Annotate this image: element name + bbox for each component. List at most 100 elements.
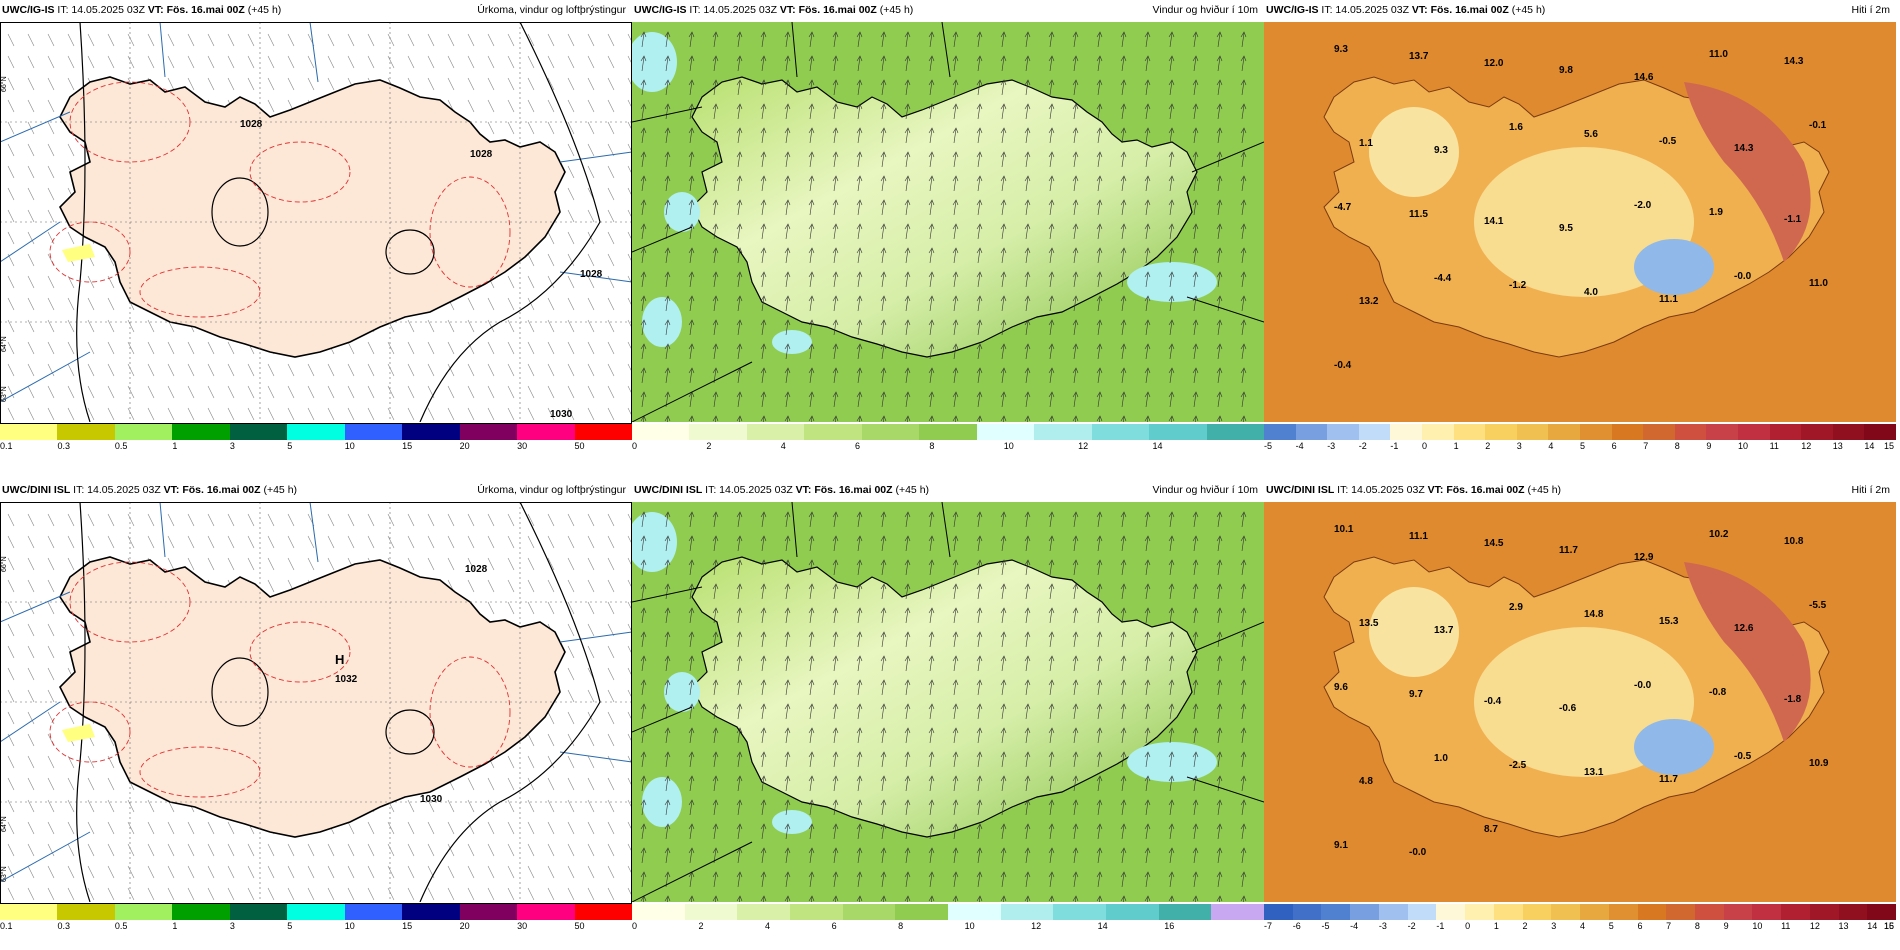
wind-barb: [147, 33, 155, 47]
latitude-label: 66°N: [0, 76, 8, 92]
wind-barb: [327, 887, 335, 901]
temperature-label: -2.5: [1509, 760, 1527, 771]
wind-arrow: [1096, 199, 1103, 216]
wind-barb: [527, 843, 535, 857]
colorbar-tick-label: 14: [1152, 441, 1163, 451]
temperature-label: 13.5: [1359, 618, 1379, 629]
colorbar-tick-label: 2: [1522, 921, 1528, 931]
wind-arrow: [760, 295, 767, 312]
colorbar-swatch: [1485, 424, 1517, 440]
wind-barb: [187, 865, 195, 879]
wind-barb: [607, 341, 615, 355]
wind-barb: [387, 535, 395, 549]
temp-colorbar-ticks: -7 -6 -5 -4 -3 -2 -1 0 1 2 3 4 5 6 7 8 9 10 11 12 13 14 15 16: [1264, 921, 1896, 935]
wind-barb: [407, 821, 415, 835]
wind-arrow: [952, 319, 959, 336]
wind-arrow: [952, 247, 959, 264]
wind-barb: [67, 821, 75, 835]
temperature-label: 15.3: [1659, 616, 1679, 627]
wind-arrow: [904, 199, 911, 216]
wind-arrow: [880, 271, 887, 288]
wind-arrow: [688, 799, 695, 816]
wind-arrow: [1024, 199, 1031, 216]
wind-arrow: [1168, 799, 1175, 816]
wind-arrow: [880, 223, 887, 240]
wind-arrow: [1216, 847, 1223, 864]
wind-arrow: [928, 223, 935, 240]
wind-arrow: [832, 847, 839, 864]
colorbar-swatch: [344, 904, 403, 920]
wind-barb: [567, 755, 575, 769]
wind-arrow: [1072, 367, 1079, 384]
wind-arrow: [640, 871, 647, 888]
wind-arrow: [1096, 559, 1103, 576]
wind-arrow: [880, 703, 887, 720]
wind-barb: [587, 209, 595, 223]
wind-arrow: [976, 223, 983, 240]
wind-barb: [567, 165, 575, 179]
wind-barb: [607, 77, 615, 91]
pressure-label: 1028: [240, 119, 263, 130]
colorbar-swatch: [229, 424, 288, 440]
wind-arrow: [688, 775, 695, 792]
wind-arrow: [880, 319, 887, 336]
wind-barb: [587, 363, 595, 377]
wind-barb: [567, 645, 575, 659]
temperature-label: 11.5: [1409, 209, 1428, 220]
wind-arrow: [736, 511, 743, 528]
colorbar-swatch: [976, 424, 1035, 440]
wind-arrow: [1024, 55, 1031, 72]
wind-arrow: [1024, 391, 1031, 408]
wind-barb: [127, 865, 135, 879]
wind-arrow: [1192, 271, 1199, 288]
wind-barb: [467, 843, 475, 857]
wind-arrow: [1048, 511, 1055, 528]
wind-arrow: [1096, 391, 1103, 408]
wind-barb: [187, 513, 195, 527]
wind-arrow: [952, 367, 959, 384]
wind-arrow: [1096, 655, 1103, 672]
colorbar-swatch: [1327, 424, 1359, 440]
wind-arrow: [1240, 151, 1247, 168]
wind-arrow: [1192, 727, 1199, 744]
wind-barb: [607, 843, 615, 857]
wind-arrow: [856, 247, 863, 264]
wind-arrow: [736, 823, 743, 840]
wind-barb: [187, 557, 195, 571]
wind-barb: [407, 33, 415, 47]
wind-arrow: [760, 799, 767, 816]
wind-arrow: [1216, 751, 1223, 768]
wind-arrow: [664, 319, 671, 336]
wind-arrow: [1048, 895, 1055, 902]
wind-barb: [467, 513, 475, 527]
wind-barb: [467, 297, 475, 311]
wind-arrow: [976, 55, 983, 72]
wind-barb: [287, 865, 295, 879]
wind-barb: [107, 33, 115, 47]
wind-arrow: [808, 751, 815, 768]
wind-arrow: [688, 79, 695, 96]
wind-arrow: [664, 847, 671, 864]
wind-arrow: [1216, 367, 1223, 384]
wind-barb: [147, 513, 155, 527]
wind-barb: [87, 55, 95, 69]
wind-barb: [467, 865, 475, 879]
wind-arrow: [1072, 775, 1079, 792]
wind-arrow: [808, 367, 815, 384]
wind-arrow: [712, 295, 719, 312]
wind-arrow: [856, 103, 863, 120]
init-time: IT: 14.05.2025 03Z: [1337, 484, 1425, 496]
wind-arrow: [1048, 175, 1055, 192]
wind-barb: [487, 319, 495, 333]
wind-arrow: [928, 295, 935, 312]
wind-colorbar: [632, 424, 1264, 440]
colorbar-swatch: [172, 424, 230, 440]
colorbar-swatch: [57, 904, 115, 920]
wind-barb: [587, 535, 595, 549]
wind-barb: [187, 363, 195, 377]
lead-time: (+45 h): [1527, 484, 1562, 496]
wind-arrow: [952, 703, 959, 720]
wind-arrow: [1216, 295, 1223, 312]
wind-barb: [527, 341, 535, 355]
